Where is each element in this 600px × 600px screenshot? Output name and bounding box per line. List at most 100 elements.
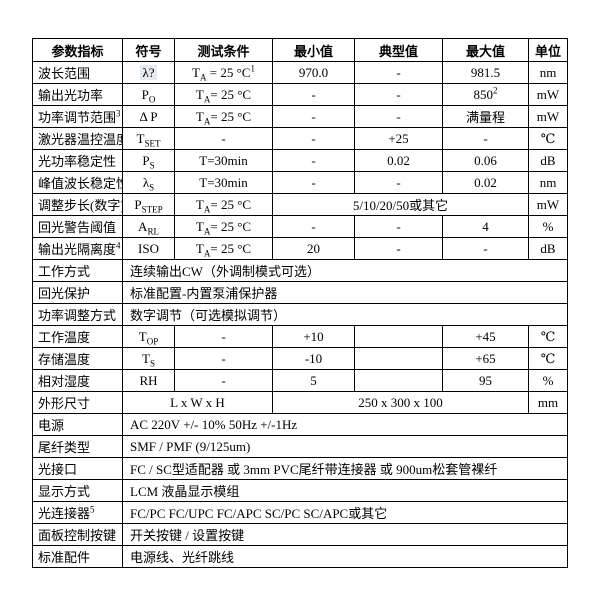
symbol-cell: Δ P xyxy=(122,105,175,128)
table-row-wavelength-range: 波长范围 λ? TA = 25 °C1 970.0 - 981.5 nm xyxy=(32,61,568,84)
value-cell: 电源线、光纤跳线 xyxy=(122,545,568,568)
min-value-cell: - xyxy=(272,105,355,128)
param-name-cell: 标准配件 xyxy=(32,545,123,568)
unit-cell: mW xyxy=(528,105,568,128)
unit-cell: nm xyxy=(528,171,568,194)
table-row-laser-temp-control: 激光器温控温度 TSET - - +25 - ℃ xyxy=(32,127,568,150)
test-condition-cell: - xyxy=(174,369,273,392)
test-condition-cell: - xyxy=(174,325,273,348)
dimensions-value-cell: 250 x 300 x 100 xyxy=(272,391,529,414)
unit-cell: mW xyxy=(528,83,568,106)
typical-value-cell: - xyxy=(354,83,443,106)
param-name-cell: 回光警告阈值 xyxy=(32,215,123,238)
param-name-cell: 相对湿度 xyxy=(32,369,123,392)
unit-cell: ℃ xyxy=(528,127,568,150)
symbol-cell: PO xyxy=(122,83,175,106)
header-typical: 典型值 xyxy=(354,38,443,62)
min-value-cell: - xyxy=(272,127,355,150)
param-name-cell: 外形尺寸 xyxy=(32,391,123,414)
value-cell: 连续输出CW（外调制模式可选） xyxy=(122,259,568,282)
param-name-cell: 输出光功率 xyxy=(32,83,123,106)
value-cell: AC 220V +/- 10% 50Hz +/-1Hz xyxy=(122,413,568,436)
spec-table: 参数指标 符号 测试条件 最小值 典型值 最大值 单位 波长范围 λ? TA =… xyxy=(32,38,568,568)
test-condition-cell: TA= 25 °C xyxy=(174,193,273,216)
value-cell: 标准配置-内置泵浦保护器 xyxy=(122,281,568,304)
max-value-cell: 满量程 xyxy=(442,105,529,128)
test-condition-cell: TA= 25 °C xyxy=(174,215,273,238)
symbol-cell: ARL xyxy=(122,215,175,238)
max-value-cell: +45 xyxy=(442,325,529,348)
max-value-cell: 95 xyxy=(442,369,529,392)
value-cell: SMF / PMF (9/125um) xyxy=(122,435,568,458)
unit-cell: dB xyxy=(528,237,568,260)
unit-cell: ℃ xyxy=(528,325,568,348)
table-row-relative-humidity: 相对湿度 RH - 5 95 % xyxy=(32,369,568,392)
table-row-step-size: 调整步长(数字) PSTEP TA= 25 °C 5/10/20/50或其它 m… xyxy=(32,193,568,216)
unit-cell: ℃ xyxy=(528,347,568,370)
max-value-cell: 981.5 xyxy=(442,61,529,84)
table-row-operating-temperature: 工作温度 TOP - +10 +45 ℃ xyxy=(32,325,568,348)
param-name-cell: 波长范围 xyxy=(32,61,123,84)
min-value-cell: 5 xyxy=(272,369,355,392)
table-row-power-adjust-mode: 功率调整方式 数字调节（可选模拟调节） xyxy=(32,303,568,326)
typical-value-cell: - xyxy=(354,61,443,84)
step-range-cell: 5/10/20/50或其它 xyxy=(272,193,529,216)
param-name-cell: 光功率稳定性 xyxy=(32,149,123,172)
max-value-cell: 4 xyxy=(442,215,529,238)
test-condition-cell: TA= 25 °C xyxy=(174,83,273,106)
table-row-power-supply: 电源 AC 220V +/- 10% 50Hz +/-1Hz xyxy=(32,413,568,436)
unit-cell: mm xyxy=(528,391,568,414)
param-name-cell: 调整步长(数字) xyxy=(32,193,123,216)
typical-value-cell xyxy=(354,347,443,370)
header-unit: 单位 xyxy=(528,38,568,62)
table-row-dimensions: 外形尺寸 L x W x H 250 x 300 x 100 mm xyxy=(32,391,568,414)
test-condition-cell: TA= 25 °C xyxy=(174,105,273,128)
symbol-cell: TSET xyxy=(122,127,175,150)
param-name-cell: 工作方式 xyxy=(32,259,123,282)
unit-cell: dB xyxy=(528,149,568,172)
typical-value-cell xyxy=(354,325,443,348)
wavelength-symbol-field: λ? xyxy=(140,64,157,80)
param-name-cell: 工作温度 xyxy=(32,325,123,348)
min-value-cell: 970.0 xyxy=(272,61,355,84)
param-name-cell: 面板控制按键 xyxy=(32,523,123,546)
symbol-cell: RH xyxy=(122,369,175,392)
header-parameter: 参数指标 xyxy=(32,38,123,62)
min-value-cell: -10 xyxy=(272,347,355,370)
table-row-panel-buttons: 面板控制按键 开关按键 / 设置按键 xyxy=(32,523,568,546)
typical-value-cell: 0.02 xyxy=(354,149,443,172)
max-value-cell: - xyxy=(442,127,529,150)
param-name-cell: 存储温度 xyxy=(32,347,123,370)
typical-value-cell: - xyxy=(354,171,443,194)
min-value-cell: - xyxy=(272,149,355,172)
unit-cell: % xyxy=(528,369,568,392)
table-row-operation-mode: 工作方式 连续输出CW（外调制模式可选） xyxy=(32,259,568,282)
symbol-cell: TOP xyxy=(122,325,175,348)
test-condition-cell: - xyxy=(174,127,273,150)
test-condition-cell: TA= 25 °C xyxy=(174,237,273,260)
table-header-row: 参数指标 符号 测试条件 最小值 典型值 最大值 单位 xyxy=(32,38,568,62)
typical-value-cell: - xyxy=(354,105,443,128)
header-symbol: 符号 xyxy=(122,38,175,62)
table-row-back-reflection-protection: 回光保护 标准配置-内置泵浦保护器 xyxy=(32,281,568,304)
param-name-cell: 光接口 xyxy=(32,457,123,480)
max-value-cell: 8502 xyxy=(442,83,529,106)
symbol-cell: PSTEP xyxy=(122,193,175,216)
min-value-cell: +10 xyxy=(272,325,355,348)
param-name-cell: 输出光隔离度4 xyxy=(32,237,123,260)
min-value-cell: 20 xyxy=(272,237,355,260)
max-value-cell: - xyxy=(442,237,529,260)
param-name-cell: 电源 xyxy=(32,413,123,436)
table-row-peak-wavelength-stability: 峰值波长稳定性 λS T=30min - - 0.02 nm xyxy=(32,171,568,194)
typical-value-cell: - xyxy=(354,237,443,260)
min-value-cell: - xyxy=(272,215,355,238)
header-test-condition: 测试条件 xyxy=(174,38,273,62)
min-value-cell: - xyxy=(272,171,355,194)
unit-cell: mW xyxy=(528,193,568,216)
symbol-cell: PS xyxy=(122,149,175,172)
min-value-cell: - xyxy=(272,83,355,106)
param-name-cell: 显示方式 xyxy=(32,479,123,502)
dimensions-label-cell: L x W x H xyxy=(122,391,273,414)
unit-cell: % xyxy=(528,215,568,238)
table-row-output-power: 输出光功率 PO TA= 25 °C - - 8502 mW xyxy=(32,83,568,106)
